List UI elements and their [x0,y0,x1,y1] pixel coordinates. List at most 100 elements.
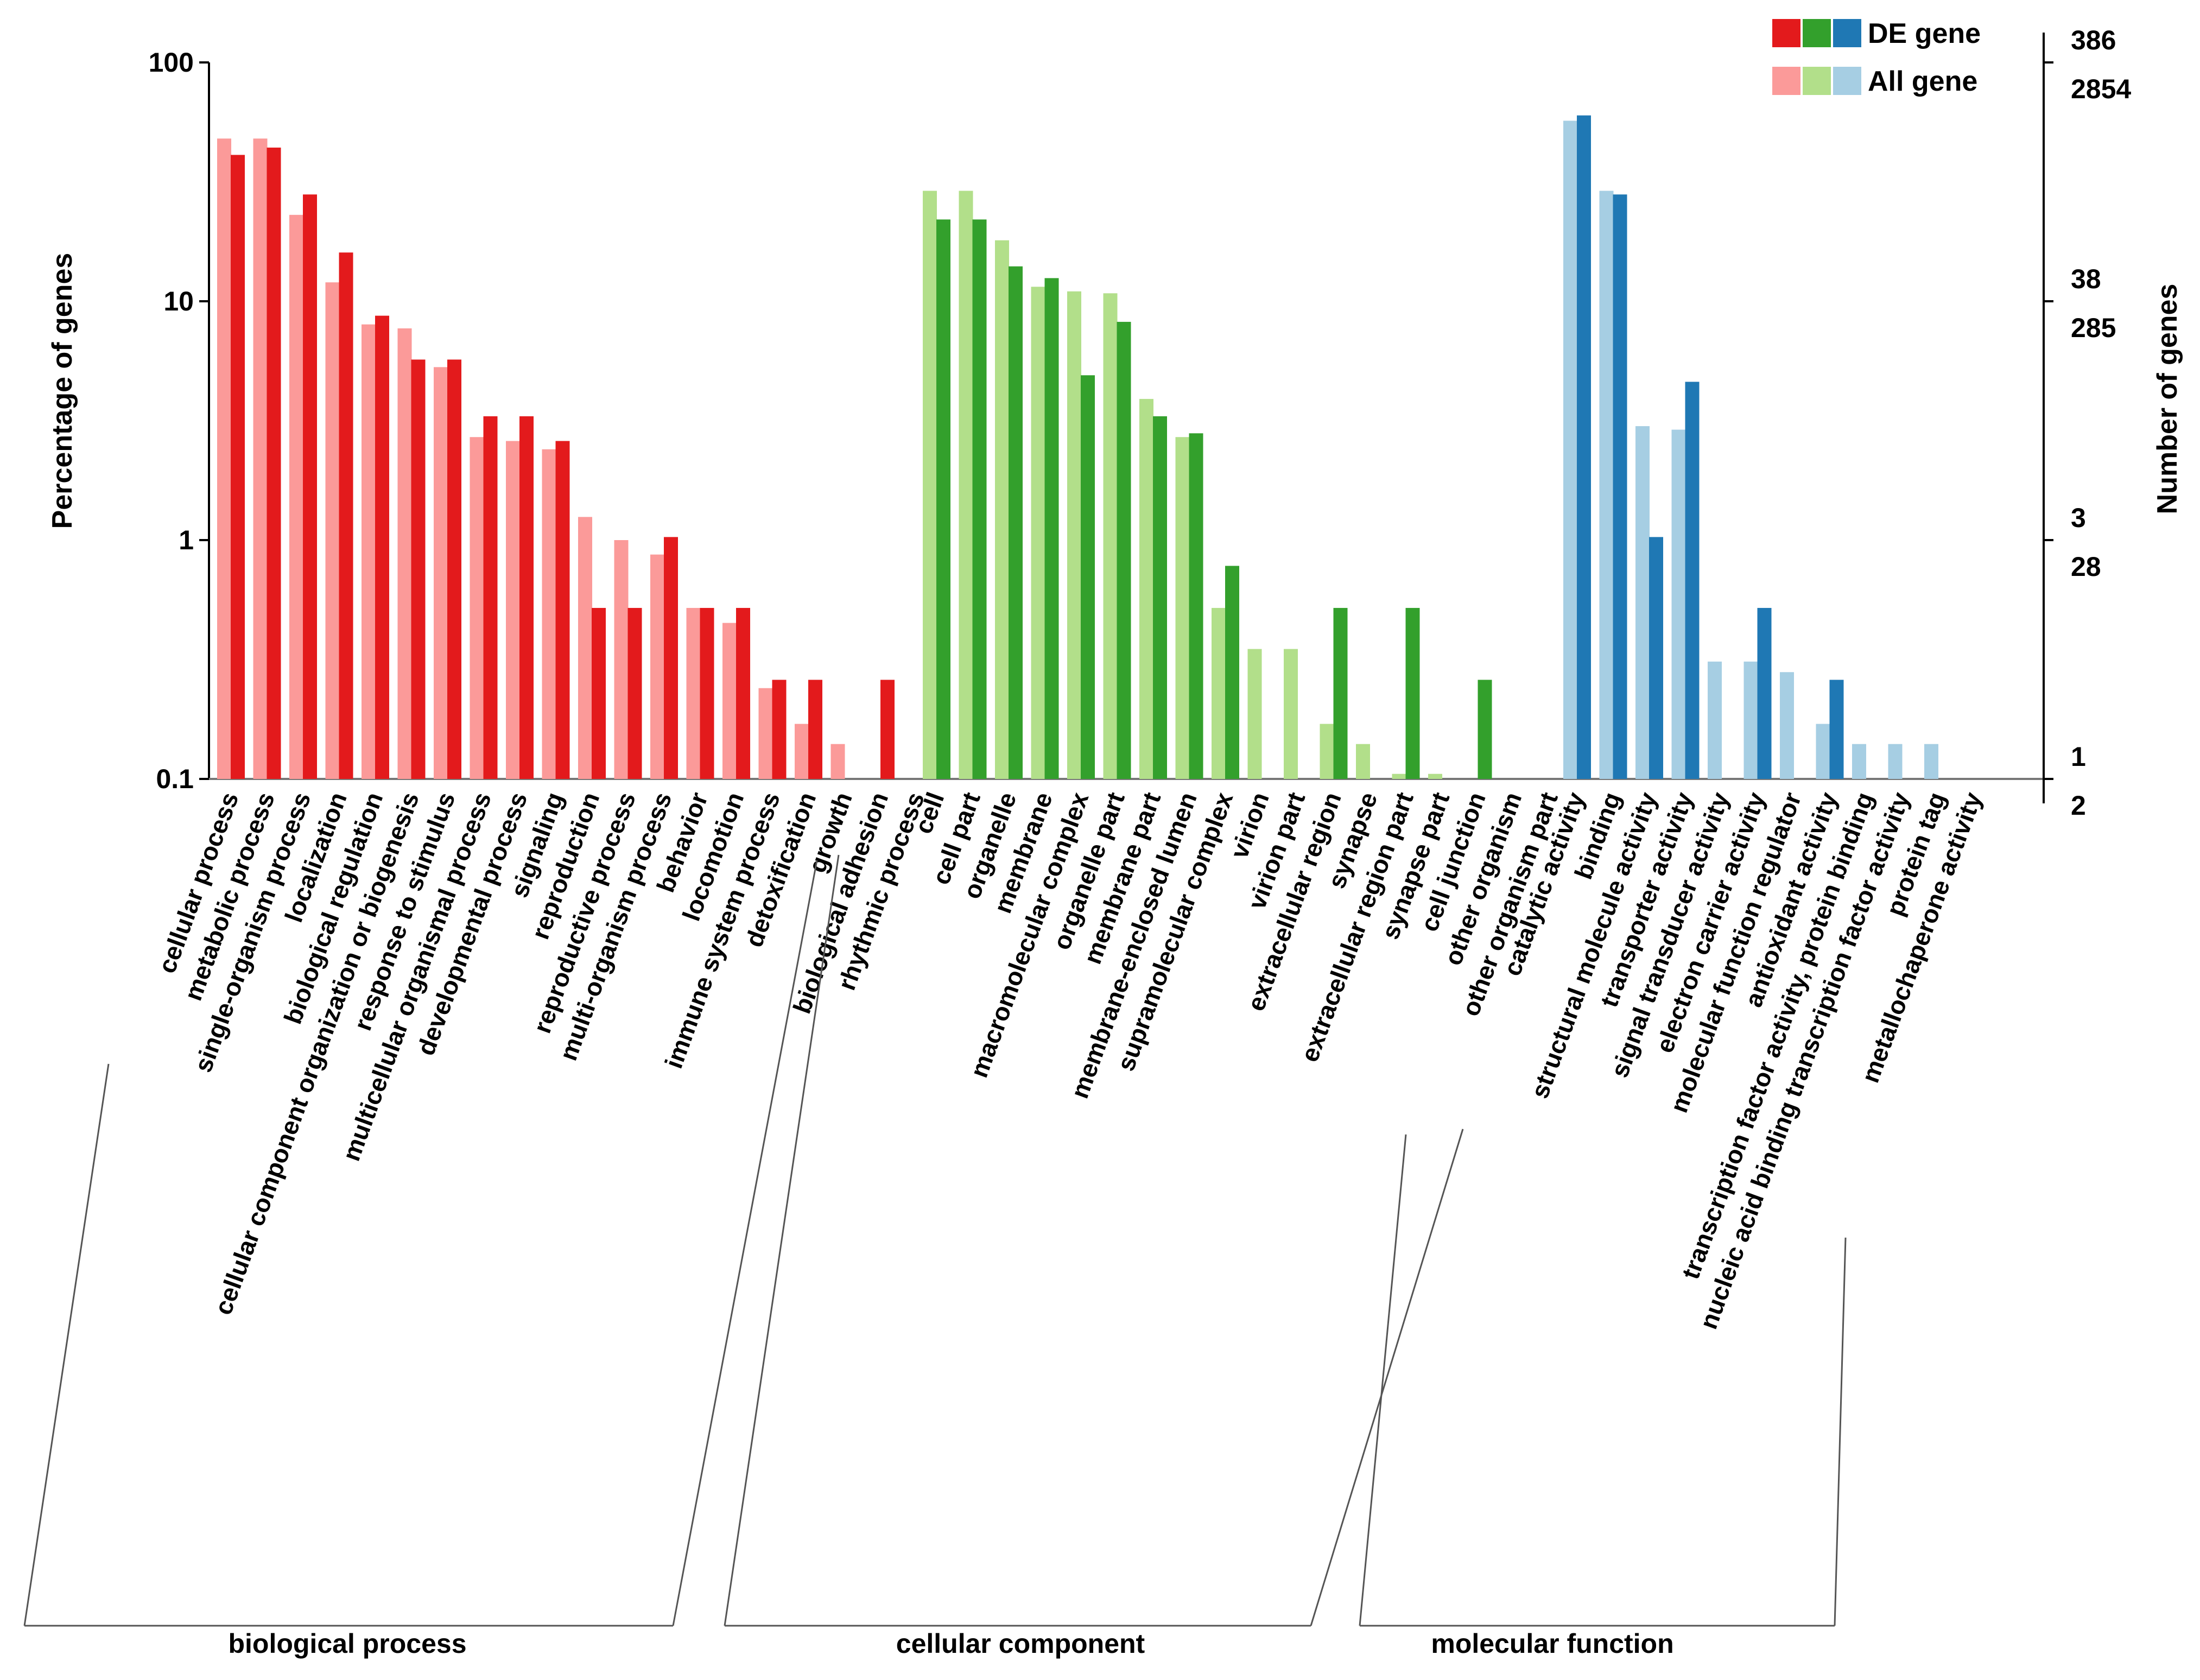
y-tick-label: 1 [179,525,194,555]
legend: DE gene All gene [1772,18,1981,97]
bar-all-structural-molecule-activity [1635,426,1650,779]
bar-all-catalytic-activity [1563,121,1577,779]
bar-all-detoxification [795,724,809,779]
bar-all-cellular-component-organization-or-biogenesis [397,328,412,779]
bar-all-developmental-process [506,441,520,779]
bar-de-cell-part [972,219,987,779]
legend-label: All gene [1868,66,1977,97]
bar-de-cellular-process [231,155,245,779]
bar-all-macromolecular-complex [1067,291,1081,779]
legend-swatch [1803,19,1831,47]
bar-de-developmental-process [519,416,534,779]
bar-all-binding [1599,191,1614,779]
bar-de-cell [936,219,950,779]
bar-de-single-organism-process [303,194,317,779]
bar-all-protein-tag [1924,744,1938,779]
bar-de-structural-molecule-activity [1649,537,1663,779]
bar-all-immune-system-process [758,688,773,779]
bar-all-molecular-function-regulator [1780,672,1794,779]
legend-swatch [1803,67,1831,95]
bar-all-multi-organism-process [650,554,664,779]
bar-de-macromolecular-complex [1081,375,1095,779]
bar-all-organelle-part [1103,293,1118,779]
bar-de-catalytic-activity [1577,115,1591,779]
right-tick-label-de: 386 [2071,25,2116,55]
legend-label: DE gene [1868,18,1981,49]
bar-de-biological-adhesion [880,680,895,779]
bar-all-organelle [995,240,1009,779]
bar-all-extracellular-region-part [1392,774,1406,779]
bar-de-multi-organism-process [664,537,678,779]
right-tick-label-all: 285 [2071,313,2116,343]
bar-de-response-to-stimulus [447,359,461,779]
bar-all-cell [923,191,937,779]
right-tick-label-all: 2854 [2071,74,2131,104]
bar-all-metabolic-process [253,138,268,779]
bar-all-transporter-activity [1671,429,1686,779]
bar-all-transcription-factor-activity-protein-binding [1852,744,1866,779]
legend-de-gene: DE gene [1772,18,1981,49]
bar-all-cellular-process [217,138,231,779]
bar-all-supramolecular-complex [1212,607,1226,779]
bar-all-membrane-part [1139,398,1153,779]
bar-all-biological-regulation [362,324,376,779]
bar-de-immune-system-process [772,680,787,779]
bar-all-virion-part [1284,649,1298,779]
bar-de-membrane [1044,278,1059,779]
y-tick-label: 0.1 [156,764,194,794]
legend-swatch [1833,67,1861,95]
bar-all-synapse-part [1428,774,1442,779]
y-tick-label: 100 [149,47,194,78]
bar-de-supramolecular-complex [1225,566,1239,779]
bar-all-response-to-stimulus [434,367,448,779]
bar-de-signaling [555,441,570,779]
bar-all-locomotion [722,623,737,779]
right-tick-label-all: 2 [2071,790,2086,821]
group-label-biological-process: biological process [228,1628,466,1659]
bar-de-membrane-part [1153,416,1167,779]
bar-all-synapse [1356,744,1370,779]
bar-all-localization [325,282,340,779]
bar-all-single-organism-process [289,214,303,779]
right-y-axis-label: Number of genes [2152,284,2183,515]
bar-de-localization [339,252,353,779]
y-axis-label: Percentage of genes [47,253,78,529]
bracket-molecular-function: molecular function [1359,1134,1847,1659]
bar-all-growth [830,744,845,779]
legend-swatch [1772,19,1800,47]
bar-all-electron-carrier-activity [1743,661,1758,779]
bracket-line [1359,1134,1847,1627]
bar-all-signal-transducer-activity [1708,661,1722,779]
bar-de-extracellular-region-part [1405,607,1420,779]
bar-all-virion [1247,649,1262,779]
bar-de-metabolic-process [267,147,281,779]
right-y-axis: 386 2854 38 285 3 28 1 2 [2043,25,2131,821]
bar-de-antioxidant-activity [1829,680,1844,779]
bar-all-signaling [542,449,556,779]
legend-swatch [1772,67,1800,95]
bar-de-organelle-part [1117,321,1131,779]
right-tick-label-de: 1 [2071,741,2086,772]
group-label-molecular-function: molecular function [1431,1628,1673,1659]
bar-all-multicellular-organismal-process [470,437,484,779]
bar-de-detoxification [808,680,822,779]
bar-all-behavior [686,607,701,779]
bar-de-electron-carrier-activity [1757,607,1772,779]
bar-de-cell-junction [1478,680,1492,779]
bracket-line [724,854,1464,1627]
bar-de-extracellular-region [1333,607,1348,779]
bar-de-biological-regulation [375,315,389,779]
bar-all-reproduction [578,517,592,779]
group-label-cellular-component: cellular component [896,1628,1145,1659]
bar-all-antioxidant-activity [1816,724,1830,779]
bar-de-reproduction [592,607,606,779]
bar-all-membrane-enclosed-lumen [1175,437,1190,779]
bar-de-multicellular-organismal-process [483,416,498,779]
bar-de-behavior [700,607,714,779]
bracket-cellular-component: cellular component [724,854,1464,1659]
bars [217,115,1938,779]
bar-de-membrane-enclosed-lumen [1189,433,1203,779]
bar-all-nucleic-acid-binding-transcription-factor-activity [1888,744,1903,779]
